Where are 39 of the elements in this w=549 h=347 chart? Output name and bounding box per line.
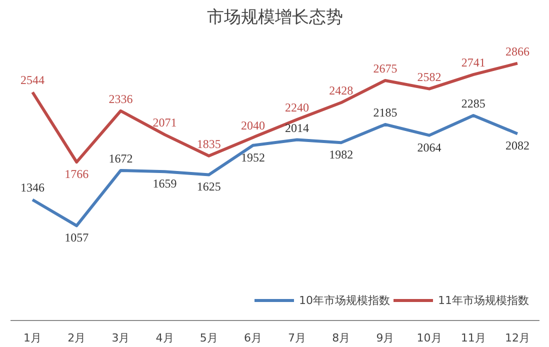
data-label: 1659 bbox=[152, 176, 177, 191]
x-tick-label: 5月 bbox=[200, 332, 218, 344]
x-tick-label: 8月 bbox=[332, 332, 350, 344]
data-label: 2741 bbox=[461, 56, 486, 70]
data-label: 2082 bbox=[505, 138, 530, 153]
data-label: 2240 bbox=[285, 100, 310, 115]
data-label: 2014 bbox=[285, 120, 310, 135]
data-label: 1952 bbox=[240, 150, 265, 164]
data-label: 1982 bbox=[329, 148, 354, 162]
data-label: 1057 bbox=[64, 230, 89, 245]
data-label: 2428 bbox=[329, 84, 354, 98]
x-tick-label: 12月 bbox=[504, 332, 530, 344]
x-tick-label: 3月 bbox=[112, 332, 130, 344]
data-label: 1346 bbox=[20, 180, 45, 195]
x-tick-label: 9月 bbox=[376, 332, 394, 344]
data-label: 2866 bbox=[505, 44, 530, 58]
data-label: 1672 bbox=[108, 151, 133, 166]
data-label: 1835 bbox=[196, 136, 221, 151]
data-label: 2040 bbox=[240, 118, 265, 132]
data-label: 2336 bbox=[108, 92, 133, 106]
x-tick-label: 2月 bbox=[68, 332, 86, 344]
data-label: 2285 bbox=[461, 96, 486, 110]
x-tick-label: 10月 bbox=[416, 332, 442, 344]
data-label: 2071 bbox=[152, 116, 177, 130]
data-label: 2064 bbox=[417, 140, 442, 154]
data-label: 2582 bbox=[417, 70, 442, 84]
data-label: 1625 bbox=[196, 180, 221, 194]
x-tick-label: 11月 bbox=[460, 332, 486, 344]
data-label: 2544 bbox=[20, 73, 45, 88]
x-tick-label: 7月 bbox=[288, 332, 306, 344]
legend-label: 10年市场规模指数 bbox=[299, 292, 390, 308]
chart-title: 市场规模增长态势 bbox=[207, 8, 343, 28]
x-tick-label: 4月 bbox=[156, 332, 174, 344]
legend-label: 11年市场规模指数 bbox=[438, 292, 529, 308]
x-tick-label: 6月 bbox=[244, 332, 262, 344]
data-label: 2675 bbox=[373, 61, 398, 76]
x-tick-label: 1月 bbox=[24, 332, 42, 344]
data-label: 2185 bbox=[373, 105, 398, 120]
data-label: 1766 bbox=[64, 167, 89, 182]
